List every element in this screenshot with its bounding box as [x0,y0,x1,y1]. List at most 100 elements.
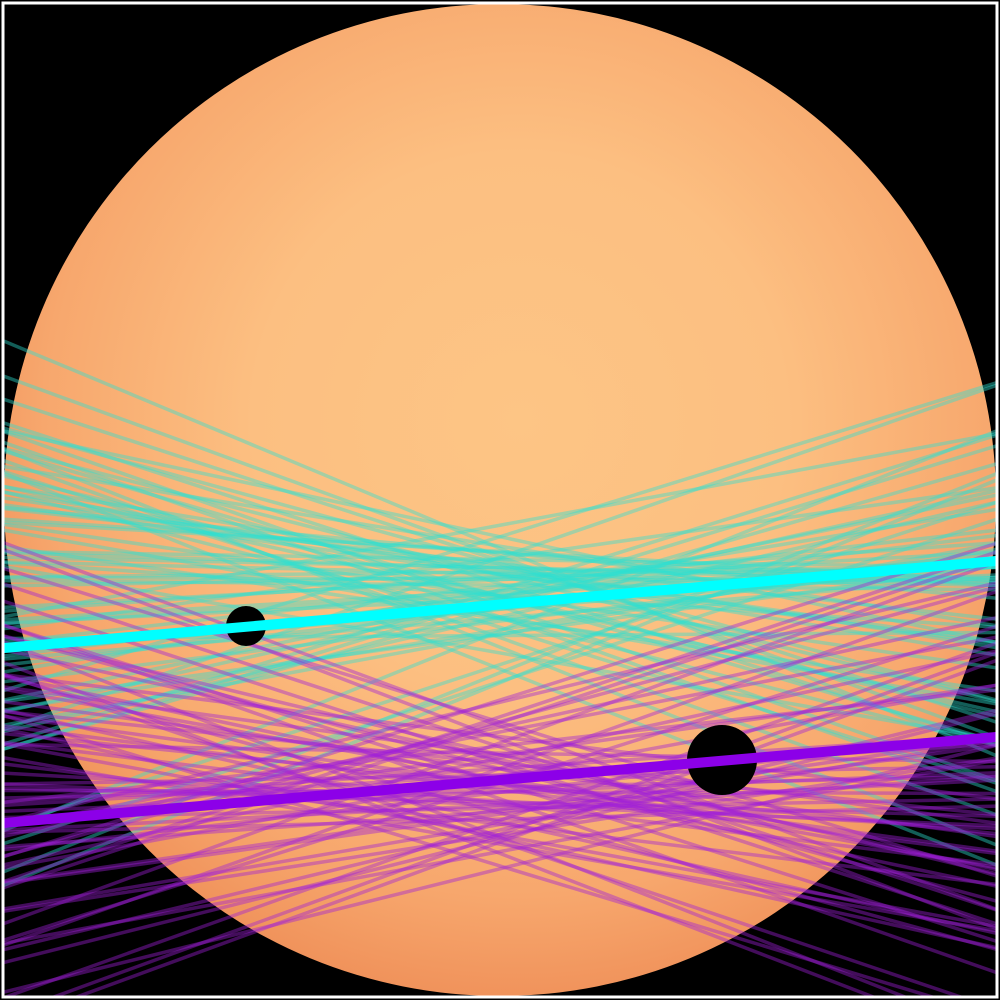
purple-sample-chord [4,661,876,996]
purple-sample-chord [4,541,996,911]
cyan-sample-chord [4,522,996,670]
cyan-sample-chord [4,561,996,629]
purple-sample-chord [4,556,996,890]
cyan-sample-chord [4,429,996,645]
purple-sample-chord [4,634,996,903]
cyan-sample-chord [4,486,996,631]
cyan-sample-chord [4,397,996,724]
purple-sample-chord [4,758,996,945]
purple-sample-chord [4,740,996,867]
purple-sample-chord [4,756,996,933]
purple-sample-chord [4,590,996,947]
purple-sample-chord [4,804,996,834]
cyan-sample-chord [4,500,996,829]
purple-sample-chord [4,560,996,926]
cyan-sample-chord [4,448,996,847]
cyan-sample-chord [4,449,996,744]
purple-sample-chord [4,699,996,839]
purple-sample-chord [74,658,996,996]
purple-sample-chord [4,782,996,828]
purple-sample-chord [4,736,996,884]
cyan-sample-chord [4,528,996,645]
purple-sample-chord [4,685,996,825]
cyan-sample-chord [4,564,996,742]
purple-sample-chord [4,672,964,996]
cyan-sample-chord [4,464,996,628]
purple-sample-chord [4,743,996,994]
cyan-sample-chord [4,474,996,718]
purple-sample-chord [4,742,996,764]
cyan-sample-chord [4,500,996,734]
purple-sample-chord [4,709,996,817]
cyan-sample-chord [4,421,996,747]
purple-sample-chord [4,641,996,996]
purple-sample-chord [4,634,996,876]
purple-sample-chord [4,688,996,804]
purple-sample-chord [4,683,996,826]
cyan-sample-chord [4,558,996,684]
purple-sample-chord [4,727,996,950]
cyan-sample-chord [4,471,996,867]
purple-sample-chord [4,599,996,926]
purple-sample-chord [4,771,996,831]
cyan-sample-chord [4,381,996,693]
purple-sample-chord [4,733,996,804]
purple-sample-chord [4,743,996,885]
cyan-sample-chord [4,575,996,661]
cyan-sample-chord [4,432,996,619]
purple-sample-chord [4,762,996,887]
cyan-best-fit-chord [4,556,996,653]
cyan-sample-chord [4,549,996,570]
purple-sample-chord [4,640,908,996]
purple-sample-chord [4,713,936,996]
cyan-sample-chord [4,426,996,702]
cyan-sample-chord [4,565,996,588]
cyan-sample-chord [4,496,996,644]
cyan-sample-chord [4,433,996,746]
purple-sample-chord [4,774,996,849]
cyan-sample-chord [4,444,996,751]
cyan-sample-chord [4,484,996,714]
purple-sample-chord [4,786,996,818]
cyan-sample-chord [4,447,996,704]
cyan-sample-chord [4,490,996,657]
purple-sample-chord [4,788,996,796]
purple-sample-chord [4,778,996,832]
purple-sample-chord [4,581,996,824]
purple-sample-chord [4,708,996,935]
cyan-sample-chord [4,528,996,706]
cyan-sample-chord [4,429,996,833]
cyan-sample-chord [4,470,996,785]
cyan-sample-chord [4,550,996,610]
purple-sample-chord [4,797,996,820]
cyan-sample-chord [4,578,996,592]
cyan-sample-chord [4,507,996,674]
cyan-sample-chord [4,564,996,704]
cyan-sample-chord [4,505,996,600]
cyan-sample-chord [4,573,996,625]
purple-sample-chord [4,635,996,829]
purple-sample-chord [4,548,996,930]
cyan-sample-chord [4,490,996,748]
purple-sample-chord [4,774,996,800]
purple-best-fit-chord [4,732,996,828]
cyan-sample-chord [4,541,996,613]
purple-sample-chord [4,674,996,951]
cyan-sample-chord [4,560,996,588]
purple-sample-chord [4,742,996,929]
purple-sample-chord [4,738,996,911]
cyan-sample-chord [4,478,996,887]
purple-sample-chord [4,672,996,801]
cyan-sample-chord [4,544,996,693]
cyan-sample-chord [4,374,996,739]
cyan-sample-chord [4,440,996,794]
purple-sample-chord [4,756,996,913]
cyan-sample-chord [4,493,996,702]
purple-sample-chord [4,623,996,975]
cyan-sample-chord [4,383,996,731]
purple-sample-chord [51,651,996,996]
purple-sample-chord [4,566,996,878]
purple-sample-chord [4,550,996,884]
